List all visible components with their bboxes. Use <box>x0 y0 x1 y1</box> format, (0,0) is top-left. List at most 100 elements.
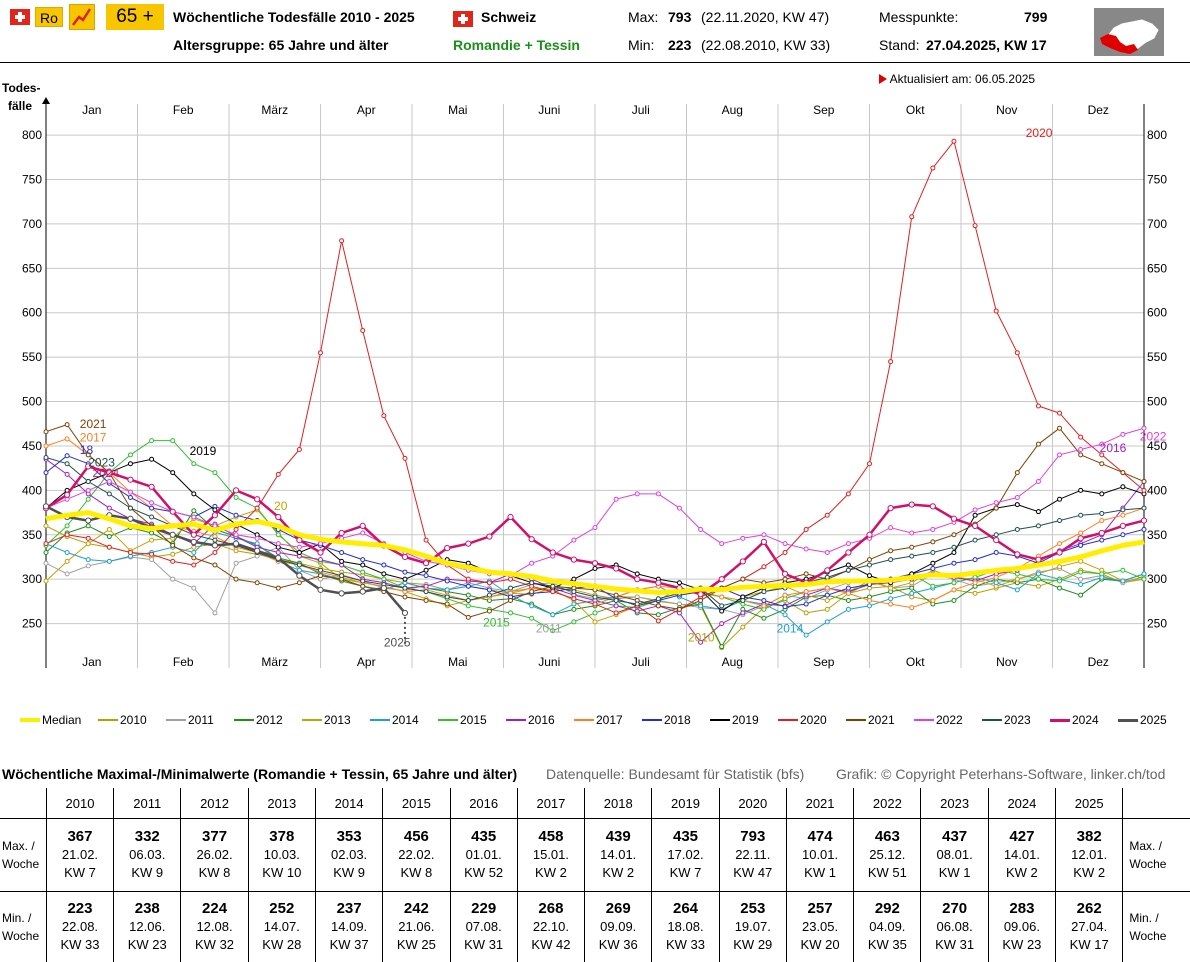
data-point <box>297 568 301 572</box>
data-point <box>593 526 597 530</box>
data-point <box>213 508 217 512</box>
region-button[interactable]: Ro <box>35 7 63 27</box>
min-week: KW 33 <box>47 936 113 954</box>
month-label-top: Feb <box>173 103 194 117</box>
data-point <box>319 542 323 546</box>
data-point <box>656 597 660 601</box>
data-point <box>762 565 766 569</box>
data-point <box>213 538 217 542</box>
data-point <box>150 558 154 562</box>
data-point <box>1036 442 1040 446</box>
data-point <box>635 577 640 582</box>
y-tick-label-right: 250 <box>1147 617 1167 631</box>
data-point <box>1058 565 1062 569</box>
data-point <box>1078 536 1083 541</box>
data-point <box>1036 524 1040 528</box>
trend-button[interactable] <box>69 4 95 30</box>
series-label: 2015 <box>483 615 510 629</box>
y-tick-label: 700 <box>22 217 42 231</box>
max-week: KW 9 <box>316 864 382 882</box>
min-date: 27.04. <box>1056 918 1122 936</box>
series-label: 2025 <box>384 636 411 650</box>
data-point <box>255 506 259 510</box>
series-label: 2021 <box>80 417 107 431</box>
y-tick-label: 750 <box>22 172 42 186</box>
data-point <box>192 551 196 555</box>
region-map[interactable] <box>1094 8 1164 56</box>
data-point <box>1058 411 1062 415</box>
data-point <box>213 563 217 567</box>
points-value: 799 <box>1024 9 1047 25</box>
data-point <box>952 581 956 585</box>
copyright[interactable]: Grafik: © Copyright Peterhans-Software, … <box>836 766 1165 782</box>
age-group-label: Altersgruppe: 65 Jahre und älter <box>173 37 389 53</box>
data-point <box>677 581 681 585</box>
legend-swatch <box>438 719 458 721</box>
series-label: 2022 <box>1140 430 1167 444</box>
month-label-bottom: Juli <box>632 655 650 669</box>
data-point <box>846 550 851 555</box>
data-point <box>889 360 893 364</box>
data-point <box>192 462 196 466</box>
min-date: 07.08. <box>451 918 517 936</box>
data-point <box>403 586 407 590</box>
swiss-map-icon <box>1094 8 1164 56</box>
data-point <box>192 515 196 519</box>
data-point <box>255 548 260 553</box>
max-date: 12.01. <box>1056 846 1122 864</box>
data-point <box>804 590 808 594</box>
data-point <box>1079 531 1083 535</box>
max-value: 437 <box>921 828 987 846</box>
data-point <box>170 509 175 514</box>
y-tick-label: 550 <box>22 350 42 364</box>
data-point <box>319 568 323 572</box>
month-label-top: Okt <box>906 103 925 117</box>
data-point <box>509 598 513 602</box>
data-point <box>677 607 681 611</box>
min-week: KW 31 <box>451 936 517 954</box>
data-point <box>572 538 576 542</box>
data-point <box>213 551 217 555</box>
max-value: 439 <box>585 828 651 846</box>
data-point <box>234 527 238 531</box>
data-point <box>276 472 280 476</box>
max-week: KW 7 <box>47 864 113 882</box>
data-point <box>931 584 935 588</box>
data-point <box>171 577 175 581</box>
data-point <box>994 575 998 579</box>
data-point <box>931 567 935 571</box>
data-point <box>994 551 998 555</box>
max-week: KW 8 <box>383 864 449 882</box>
data-point <box>930 504 935 509</box>
data-point <box>150 531 154 535</box>
data-point <box>43 504 48 509</box>
max-value: 367 <box>47 828 113 846</box>
data-point <box>297 448 301 452</box>
y-tick-label-right: 700 <box>1147 217 1167 231</box>
data-point <box>339 530 344 535</box>
month-label-top: Juni <box>538 103 560 117</box>
data-point <box>952 533 956 537</box>
y-tick-label: 800 <box>22 128 42 142</box>
data-point <box>65 454 69 458</box>
data-point <box>107 535 111 539</box>
legend-label: 2019 <box>732 712 759 728</box>
data-point <box>424 538 428 542</box>
y-axis-label: fälle <box>8 99 32 113</box>
trend-line-icon <box>70 5 94 29</box>
data-point <box>530 604 534 608</box>
age-group-button[interactable]: 65 + <box>106 4 164 30</box>
region-label: Romandie + Tessin <box>453 37 580 53</box>
data-point <box>213 471 217 475</box>
max-value: 456 <box>383 828 449 846</box>
data-point <box>1099 530 1104 535</box>
data-point <box>107 559 111 563</box>
min-week: KW 25 <box>383 936 449 954</box>
month-label-top: Juli <box>632 103 650 117</box>
max-date: 25.12. <box>854 846 920 864</box>
